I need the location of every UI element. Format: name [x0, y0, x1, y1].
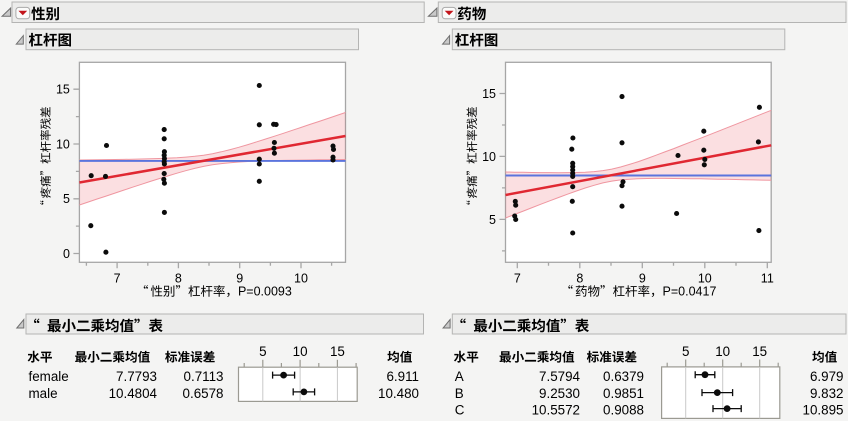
svg-text:0.9088: 0.9088	[603, 402, 644, 417]
svg-text:B: B	[455, 386, 464, 401]
svg-text:8: 8	[175, 272, 182, 286]
svg-text:7.5794: 7.5794	[539, 369, 581, 384]
svg-text:6.911: 6.911	[386, 369, 419, 384]
svg-text:10.480: 10.480	[378, 386, 419, 401]
svg-text:10: 10	[698, 272, 712, 286]
svg-text:C: C	[455, 402, 465, 417]
svg-text:10.895: 10.895	[803, 402, 844, 417]
svg-text:15: 15	[330, 344, 345, 359]
svg-text:7: 7	[514, 272, 521, 286]
svg-text:9: 9	[639, 272, 646, 286]
svg-text:15: 15	[482, 87, 496, 101]
svg-text:10.4804: 10.4804	[109, 386, 158, 401]
svg-text:8: 8	[576, 272, 583, 286]
svg-text:female: female	[29, 369, 69, 384]
svg-text:9.2530: 9.2530	[539, 386, 580, 401]
svg-text:5: 5	[682, 344, 689, 359]
svg-text:15: 15	[752, 344, 767, 359]
svg-text:7: 7	[114, 272, 121, 286]
svg-text:10: 10	[294, 272, 308, 286]
svg-text:0.9851: 0.9851	[603, 386, 644, 401]
svg-text:male: male	[29, 386, 58, 401]
svg-text:0.6379: 0.6379	[603, 369, 644, 384]
svg-text:0: 0	[63, 247, 70, 261]
svg-text:11: 11	[761, 272, 774, 286]
svg-text:A: A	[455, 369, 464, 384]
svg-text:0.6578: 0.6578	[183, 386, 224, 401]
svg-text:P=0.0093: P=0.0093	[238, 285, 292, 299]
svg-text:9.832: 9.832	[810, 386, 844, 401]
svg-text:15: 15	[56, 83, 70, 97]
svg-text:10: 10	[293, 344, 308, 359]
svg-text:0.7113: 0.7113	[184, 369, 224, 384]
svg-text:5: 5	[489, 213, 496, 227]
svg-text:10.5572: 10.5572	[532, 402, 580, 417]
svg-text:5: 5	[63, 192, 70, 206]
svg-text:10: 10	[715, 344, 730, 359]
svg-text:10: 10	[482, 150, 496, 164]
svg-text:6.979: 6.979	[810, 369, 844, 384]
svg-text:9: 9	[236, 272, 243, 286]
svg-text:5: 5	[259, 344, 266, 359]
svg-text:7.7793: 7.7793	[116, 369, 157, 384]
svg-text:10: 10	[56, 137, 70, 151]
svg-text:P=0.0417: P=0.0417	[663, 285, 717, 299]
